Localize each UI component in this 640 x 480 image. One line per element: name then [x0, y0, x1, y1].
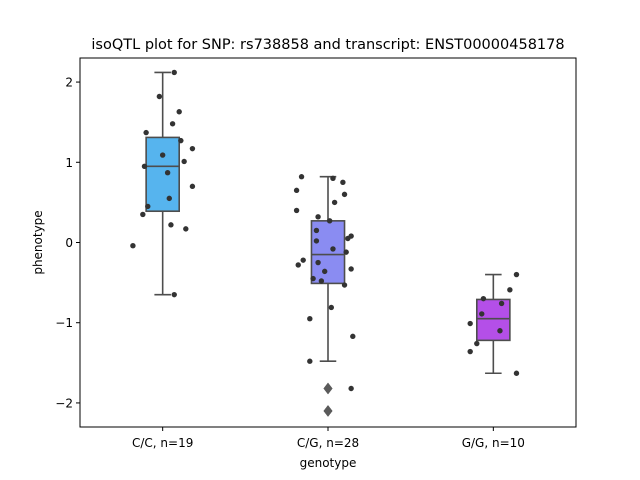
y-tick-label: −2 [55, 396, 73, 410]
data-point [130, 243, 136, 249]
data-point [189, 145, 196, 152]
box-group [145, 71, 180, 296]
data-point [330, 175, 336, 182]
strip-points [467, 271, 520, 376]
data-point [330, 246, 336, 252]
data-point [497, 328, 503, 334]
data-point [315, 259, 321, 266]
data-point [345, 235, 351, 242]
data-point [145, 203, 151, 210]
strip-points [293, 174, 356, 392]
data-point [168, 222, 174, 228]
data-point [298, 174, 305, 180]
data-point [159, 152, 166, 158]
strip-points [130, 69, 196, 298]
data-point [350, 333, 356, 340]
data-point [189, 183, 196, 190]
outlier-marker [323, 404, 333, 417]
y-tick-label: 2 [65, 76, 73, 90]
data-point [348, 385, 354, 392]
x-tick-label: C/C, n=19 [132, 436, 193, 450]
data-point [307, 358, 313, 364]
data-point [480, 295, 487, 302]
chart-title: isoQTL plot for SNP: rs738858 and transc… [91, 37, 564, 53]
box-group [475, 273, 511, 375]
data-point [341, 282, 348, 288]
data-point [176, 109, 182, 115]
data-point [300, 257, 306, 263]
y-tick-label: 0 [65, 236, 73, 250]
data-point [328, 304, 335, 311]
data-point [313, 227, 320, 234]
data-point [479, 311, 485, 317]
data-point [348, 266, 354, 272]
data-point [343, 249, 349, 255]
data-point [143, 129, 149, 136]
data-point [140, 211, 146, 218]
data-point [326, 218, 333, 224]
data-point [498, 300, 505, 307]
data-point [467, 320, 473, 327]
x-axis-label: genotype [300, 456, 357, 470]
y-axis-label: phenotype [31, 210, 45, 274]
data-point [313, 238, 320, 244]
data-point [293, 207, 300, 214]
data-point [169, 121, 176, 127]
data-point [178, 137, 184, 144]
plot-area [130, 69, 520, 417]
data-point [318, 278, 325, 284]
data-point [307, 316, 313, 322]
data-point [164, 170, 171, 176]
iqr-box [475, 298, 511, 342]
data-point [321, 268, 328, 275]
y-axis: 2 1 0 −1 −2 [55, 76, 80, 410]
data-point [183, 226, 189, 232]
data-point [513, 370, 520, 376]
data-point [513, 271, 520, 278]
data-point [467, 348, 473, 355]
data-point [507, 287, 513, 293]
outlier-marker [323, 382, 333, 395]
data-point [171, 69, 177, 76]
data-point [181, 158, 187, 165]
data-point [166, 195, 172, 202]
data-point [340, 179, 346, 186]
data-point [341, 191, 348, 198]
iqr-box [145, 136, 180, 213]
data-point [474, 340, 480, 347]
data-point [295, 262, 301, 268]
data-point [310, 275, 316, 282]
data-point [293, 187, 300, 194]
data-point [141, 163, 148, 169]
data-point [156, 93, 163, 100]
data-point [171, 291, 177, 298]
x-tick-label: C/G, n=28 [297, 436, 359, 450]
x-tick-label: G/G, n=10 [462, 436, 525, 450]
y-tick-label: 1 [65, 156, 73, 170]
box-group [310, 175, 346, 417]
x-axis: C/C, n=19 C/G, n=28 G/G, n=10 [132, 427, 525, 450]
data-point [331, 199, 338, 206]
data-point [315, 214, 321, 220]
y-tick-label: −1 [55, 316, 73, 330]
